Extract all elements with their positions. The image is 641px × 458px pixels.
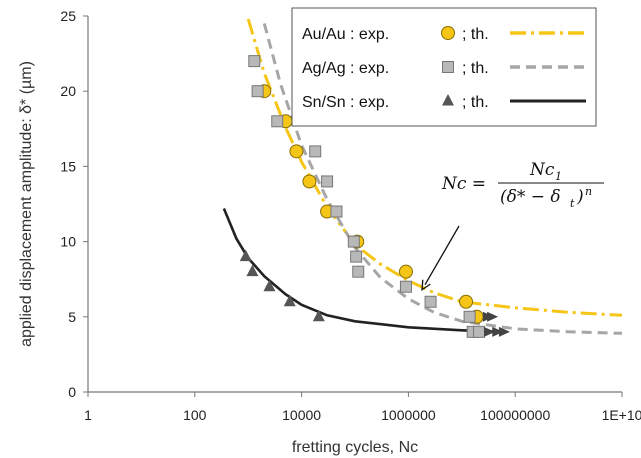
- point-ag-ag: [321, 175, 334, 188]
- runout-arrow: [498, 326, 510, 337]
- equation-numerator-subscript: 1: [555, 170, 562, 183]
- point-ag-ag: [350, 250, 363, 263]
- equation-exponent: n: [585, 185, 592, 198]
- equation-denominator: (δ* − δ: [500, 187, 561, 207]
- point-sn-sn: [246, 264, 259, 277]
- point-au-au: [459, 294, 474, 309]
- legend-label: Ag/Ag : exp.: [302, 60, 389, 77]
- equation-lhs: Nc =: [441, 174, 486, 194]
- x-tick-label: 10000: [282, 407, 321, 423]
- point-sn-sn: [263, 279, 276, 292]
- point-ag-ag: [330, 205, 343, 218]
- point-au-au: [398, 264, 413, 279]
- point-ag-ag: [347, 235, 360, 248]
- point-ag-ag: [424, 295, 437, 308]
- equation-pointer-line: [424, 225, 460, 286]
- y-tick-label: 0: [68, 384, 76, 400]
- x-axis-title: fretting cycles, Nc: [292, 439, 418, 456]
- legend-label: Sn/Sn : exp.: [302, 94, 389, 111]
- y-tick-label: 5: [68, 309, 76, 325]
- y-axis-title: applied displacement amplitude: δ* (µm): [18, 61, 35, 347]
- data-points: [239, 55, 486, 338]
- equation-annotation: Nc = Nc 1 (δ* − δ t) n: [421, 160, 604, 292]
- x-tick-label: 100000000: [480, 407, 550, 423]
- point-ag-ag: [309, 145, 322, 158]
- runout-arrow: [492, 326, 504, 337]
- equation-pointer-head: [421, 279, 431, 292]
- curve-ag-ag-th: [262, 23, 623, 335]
- legend-marker: [442, 61, 454, 73]
- curve-sn-sn-th: [222, 208, 504, 334]
- y-tick-label: 25: [60, 8, 76, 24]
- theory-curves: [222, 18, 623, 335]
- axes: 0 5 10 15 20 25 1 100 10000 1000000 100000000 1E+10…: [18, 8, 641, 456]
- point-ag-ag: [271, 115, 284, 128]
- x-tick-label: 1000000: [381, 407, 436, 423]
- equation-denominator-paren: ): [576, 187, 584, 207]
- equation-numerator: Nc: [529, 160, 555, 180]
- legend-th-label: ; th.: [462, 94, 489, 111]
- runout-arrows: [482, 311, 510, 337]
- equation-denominator-subscript: t: [570, 197, 575, 210]
- legend-marker: [442, 94, 454, 106]
- legend-marker: [441, 26, 455, 40]
- x-tick-label: 1E+10: [602, 407, 641, 423]
- point-ag-ag: [251, 85, 264, 98]
- point-sn-sn: [239, 249, 252, 262]
- runout-arrow: [484, 326, 496, 337]
- y-tick-label: 20: [60, 83, 76, 99]
- legend: Au/Au : exp. ; th. Ag/Ag : exp. ; th. Sn/Sn …: [291, 7, 597, 127]
- point-ag-ag: [352, 265, 365, 278]
- point-sn-sn: [312, 309, 325, 322]
- curve-au-au-th: [246, 18, 623, 317]
- y-tick-label: 10: [60, 234, 76, 250]
- x-tick-label: 1: [84, 407, 92, 423]
- x-tick-label: 100: [183, 407, 207, 423]
- legend-label: Au/Au : exp.: [302, 26, 389, 43]
- point-ag-ag: [463, 310, 476, 323]
- point-au-au: [289, 144, 304, 159]
- point-au-au: [302, 174, 317, 189]
- point-ag-ag: [399, 280, 412, 293]
- runout-arrow: [487, 311, 499, 322]
- point-sn-sn: [283, 294, 296, 307]
- legend-th-label: ; th.: [462, 26, 489, 43]
- point-ag-ag: [248, 55, 261, 68]
- y-tick-label: 15: [60, 158, 76, 174]
- point-ag-ag: [473, 325, 486, 338]
- legend-th-label: ; th.: [462, 60, 489, 77]
